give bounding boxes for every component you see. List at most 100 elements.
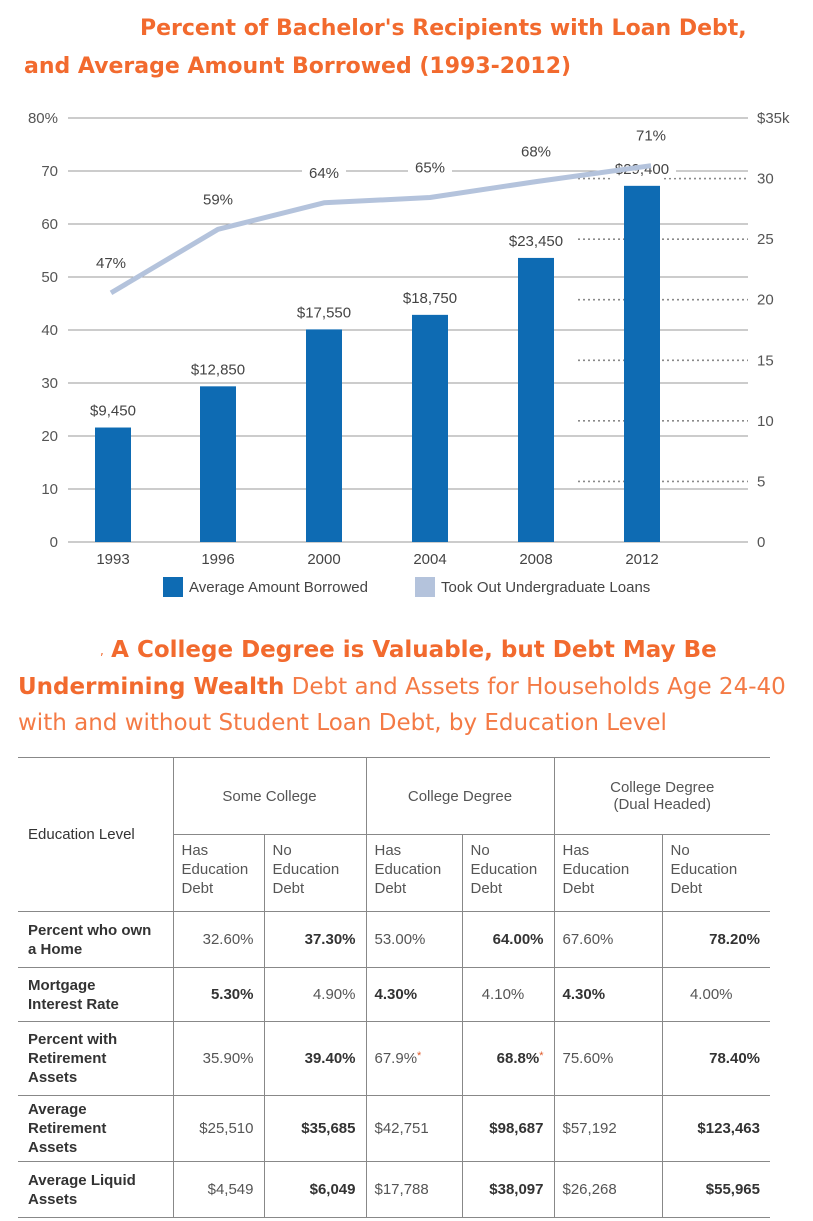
bullet-mark: , (100, 643, 104, 658)
cell-value: $35,685 (301, 1120, 356, 1137)
bar-data-label: $17,550 (297, 304, 351, 321)
row-label-line: Percent who own (28, 921, 152, 939)
table-cell: 67.9%* (365, 1021, 462, 1096)
bar-average-borrowed (95, 427, 131, 542)
x-tick-label: 2000 (307, 551, 340, 568)
group-some-college: Some College (172, 757, 366, 835)
subheader-word: Debt (470, 880, 503, 897)
subheader-word: Education (562, 861, 630, 878)
cell-value: $38,097 (489, 1181, 544, 1198)
group3-line2: (Dual Headed) (613, 796, 712, 813)
line-data-label: 64% (309, 165, 339, 182)
row-label-line: a Home (28, 940, 83, 958)
cell-value: 32.60% (202, 931, 254, 948)
cell-value: 4.30% (374, 986, 418, 1003)
table-cell: $25,510 (172, 1095, 264, 1162)
table-row: Average Liquid Assets $4,549 $6,049 $17,788 $… (18, 1161, 770, 1218)
subheader-word: Has (181, 842, 209, 859)
row-label-line: Assets (28, 1139, 78, 1156)
row-label: Average Liquid Assets (18, 1161, 174, 1218)
table-cell: $98,687 (461, 1095, 554, 1162)
chart-title-line1: Percent of Bachelor's Recipients with Lo… (140, 16, 747, 41)
line-data-label: 68% (521, 144, 551, 161)
footnote-asterisk: * (539, 1050, 544, 1062)
right-tick-label: 20 (757, 292, 774, 309)
cell-value: $4,549 (207, 1181, 254, 1198)
legend-swatch-line (415, 577, 435, 597)
bar-data-label: $23,450 (509, 233, 563, 250)
line-data-label: 59% (203, 191, 233, 208)
table-row: Percent with Retirement Assets 35.90% 39.40%… (18, 1021, 770, 1096)
table-cell: 5.30% (172, 967, 264, 1022)
row-label: Percent who own a Home (18, 911, 174, 968)
row-label-line: Retirement (28, 1120, 107, 1137)
legend-item-took-out-loans: Took Out Undergraduate Loans (415, 577, 650, 597)
bar-label-bg (502, 229, 570, 250)
subheader-word: Education (670, 861, 738, 878)
cell-value: $42,751 (374, 1120, 429, 1137)
group3-line1: College Degree (610, 779, 715, 796)
cell-value: 4.00% (689, 986, 733, 1003)
table-cell: $55,965 (661, 1161, 770, 1218)
line-data-label: 71% (636, 128, 666, 145)
row-label-line: Assets (28, 1190, 78, 1208)
cell-value: 4.30% (562, 986, 606, 1003)
bar-data-label: $9,450 (90, 403, 136, 420)
left-tick-label: 0 (50, 534, 58, 551)
table-cell: $42,751 (365, 1095, 462, 1162)
bar-average-borrowed (306, 329, 342, 542)
group-college-degree-dual: College Degree (Dual Headed) (553, 757, 770, 835)
bar-average-borrowed (412, 314, 448, 542)
legend-swatch-bar (163, 577, 183, 597)
cell-value: 4.10% (481, 986, 525, 1003)
table-cell: 4.10% (461, 967, 554, 1022)
table-cell: $38,097 (461, 1161, 554, 1218)
footnote-asterisk: * (417, 1050, 422, 1062)
bar-label-bg (184, 358, 252, 379)
cell-value: 78.20% (709, 931, 760, 948)
bar-average-borrowed (200, 386, 236, 542)
subheader-word: Education (272, 861, 340, 878)
left-tick-label: 70 (41, 163, 58, 180)
right-tick-label: 30 (757, 171, 774, 188)
line-took-out-loans (109, 163, 652, 296)
subheader-word: Debt (181, 880, 214, 897)
row-label-line: Retirement (28, 1050, 107, 1067)
row-label-line: Assets (28, 1069, 78, 1086)
subheader-word: Debt (374, 880, 407, 897)
table-row: Mortgage Interest Rate 5.30% 4.90% 4.30% 4.10… (18, 967, 770, 1022)
section-title-bold-line1: A College Degree is Valuable, but Debt M… (111, 637, 717, 663)
row-label-line: Percent with (28, 1031, 118, 1048)
left-tick-label: 30 (41, 375, 58, 392)
cell-value: 67.60% (562, 931, 614, 948)
row-label: Mortgage Interest Rate (18, 967, 174, 1022)
x-tick-label: 2008 (519, 551, 552, 568)
table-cell: 4.90% (263, 967, 366, 1022)
bar-label-bg (396, 286, 464, 307)
subheader-has-education-debt: Has Education Debt (365, 834, 462, 912)
cell-value: 5.30% (210, 986, 254, 1003)
line-label-bg (89, 251, 133, 272)
subheader-word: Education (374, 861, 442, 878)
subheader-word: No (470, 842, 490, 859)
subheader-word: No (272, 842, 292, 859)
group-college-degree: College Degree (365, 757, 554, 835)
row-label: Percent with Retirement Assets (18, 1021, 174, 1096)
right-tick-label: 25 (757, 231, 774, 248)
left-tick-label: 80% (28, 110, 58, 127)
right-tick-label: 15 (757, 352, 774, 369)
table-cell: $17,788 (365, 1161, 462, 1218)
cell-value: 35.90% (202, 1050, 254, 1067)
line-label-bg (196, 188, 240, 209)
table-cell: $35,685 (263, 1095, 366, 1162)
cell-value: 64.00% (492, 931, 544, 948)
chart-title-line2: and Average Amount Borrowed (1993-2012) (24, 54, 572, 79)
cell-value: 67.9% (374, 1050, 418, 1067)
left-tick-label: 60 (41, 216, 58, 233)
cell-value: $57,192 (562, 1120, 617, 1137)
subheader-word: No (670, 842, 690, 859)
row-label-line: Interest Rate (28, 995, 119, 1013)
table-cell: $4,549 (172, 1161, 264, 1218)
subheader-word: Education (470, 861, 538, 878)
cell-value: 68.8% (496, 1050, 540, 1067)
